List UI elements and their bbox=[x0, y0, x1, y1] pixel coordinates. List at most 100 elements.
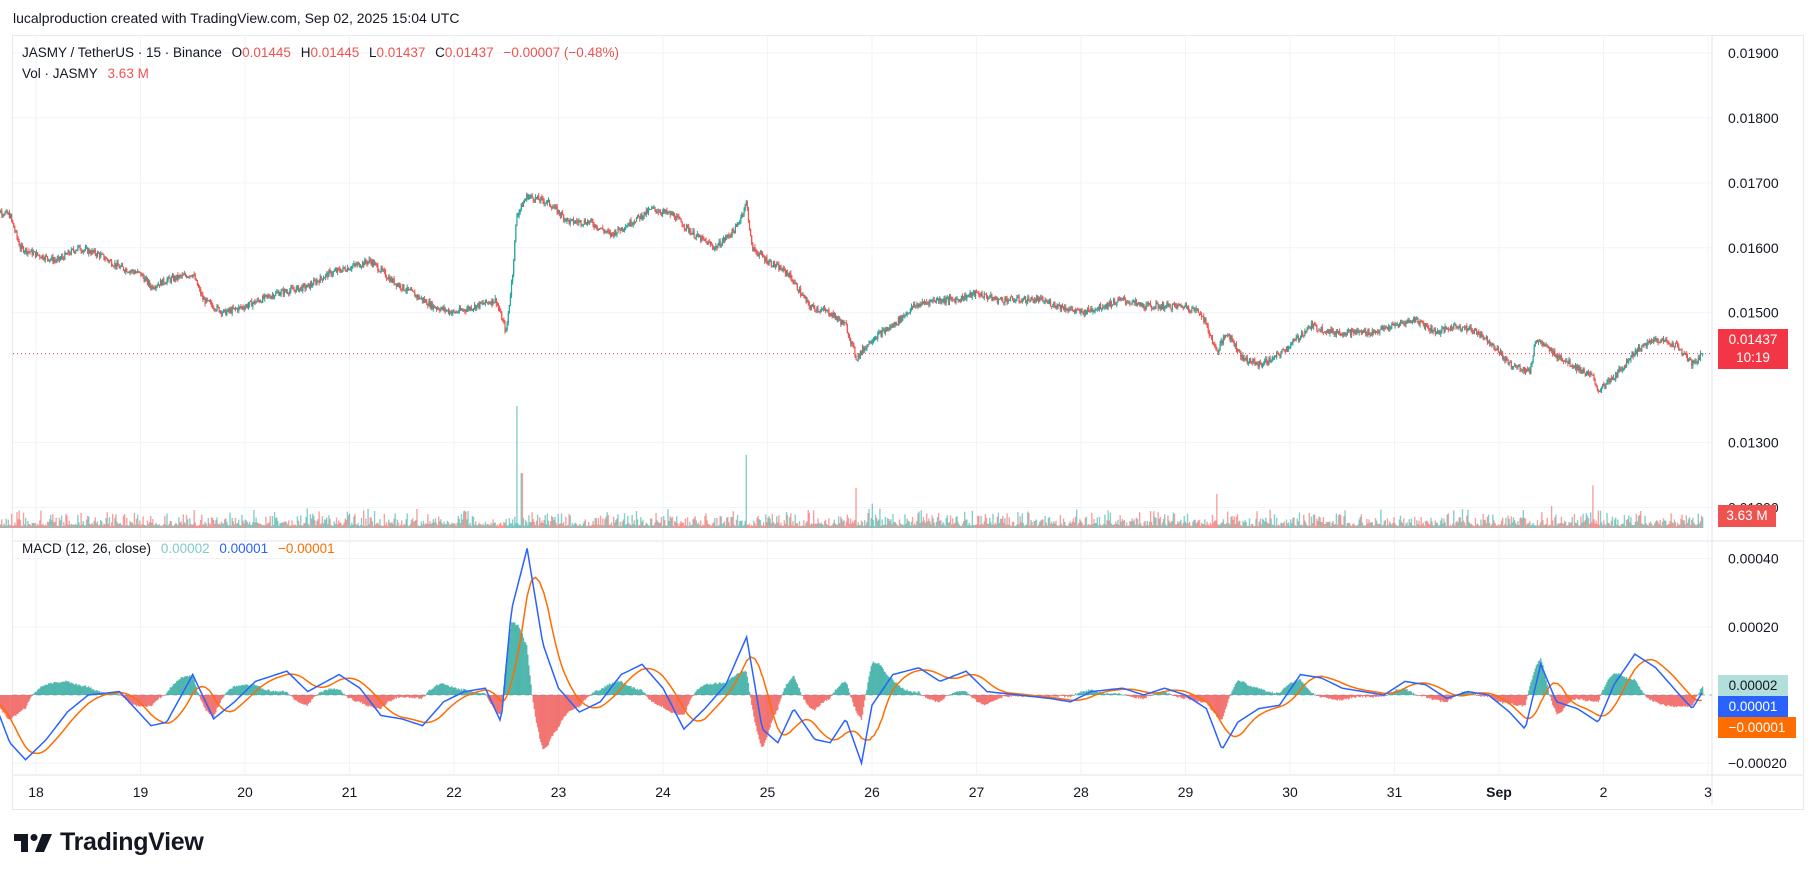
price-candle bbox=[825, 309, 827, 312]
price-candle bbox=[1066, 310, 1068, 312]
price-candle bbox=[295, 287, 297, 293]
volume-bar bbox=[244, 519, 246, 528]
volume-bar bbox=[1669, 521, 1671, 528]
price-candle bbox=[267, 295, 269, 297]
volume-bar bbox=[213, 520, 215, 528]
price-candle bbox=[1215, 344, 1217, 348]
price-candle bbox=[1393, 324, 1395, 326]
volume-bar bbox=[288, 520, 290, 528]
price-candle bbox=[78, 245, 80, 247]
volume-bar bbox=[1420, 517, 1422, 528]
volume-bar bbox=[1308, 513, 1310, 528]
volume-bar bbox=[276, 517, 278, 528]
volume-bar bbox=[1465, 525, 1467, 528]
price-candle bbox=[1615, 372, 1617, 380]
volume-bar bbox=[97, 525, 100, 528]
price-candle bbox=[1537, 340, 1540, 343]
price-candle bbox=[692, 230, 694, 234]
volume-bar bbox=[920, 510, 922, 528]
volume-bar bbox=[1469, 523, 1471, 528]
price-candle bbox=[389, 277, 391, 282]
volume-bar bbox=[1636, 521, 1639, 528]
volume-bar bbox=[1172, 512, 1175, 528]
price-candle bbox=[843, 322, 845, 325]
macd-histogram-bar bbox=[198, 695, 201, 697]
price-candle bbox=[1515, 364, 1517, 367]
volume-bar bbox=[717, 525, 719, 528]
price-candle bbox=[852, 341, 854, 345]
price-candle bbox=[82, 250, 84, 253]
volume-bar bbox=[1436, 522, 1439, 528]
volume-bar bbox=[1656, 520, 1658, 528]
volume-bar bbox=[777, 522, 779, 528]
price-candle bbox=[332, 271, 334, 275]
price-candle bbox=[280, 290, 282, 295]
price-candle bbox=[407, 286, 409, 290]
volume-bar bbox=[7, 519, 10, 528]
price-candle bbox=[1004, 298, 1006, 303]
volume-bar bbox=[1575, 523, 1578, 528]
price-candle bbox=[1403, 322, 1405, 324]
volume-bar bbox=[1458, 517, 1460, 528]
volume-bar bbox=[900, 524, 903, 528]
volume-bar bbox=[747, 525, 750, 528]
price-candle bbox=[576, 220, 578, 222]
volume-bar bbox=[952, 518, 954, 528]
volume-bar bbox=[1538, 524, 1541, 528]
volume-bar bbox=[1603, 520, 1605, 528]
volume-bar bbox=[1229, 524, 1231, 528]
price-candle bbox=[752, 243, 754, 251]
price-candle bbox=[813, 304, 815, 307]
price-candle bbox=[130, 271, 132, 273]
price-candle bbox=[563, 215, 565, 221]
price-candle bbox=[296, 285, 299, 288]
price-candle bbox=[944, 298, 946, 303]
price-candle bbox=[146, 278, 149, 285]
volume-bar bbox=[1645, 523, 1647, 528]
price-candle bbox=[330, 271, 332, 276]
volume-bar bbox=[889, 521, 891, 528]
volume-bar bbox=[839, 523, 841, 528]
price-candle bbox=[764, 257, 766, 262]
price-candle bbox=[907, 312, 909, 314]
volume-bar bbox=[1195, 523, 1197, 528]
volume-bar bbox=[331, 525, 333, 528]
macd-histogram-bar bbox=[145, 695, 148, 707]
volume-bar bbox=[233, 524, 236, 528]
volume-bar bbox=[872, 520, 875, 528]
price-candle bbox=[364, 259, 366, 266]
price-candle bbox=[650, 209, 652, 211]
price-candle bbox=[1608, 379, 1610, 382]
price-candle bbox=[18, 241, 20, 246]
price-candle bbox=[463, 309, 465, 311]
volume-bar bbox=[80, 512, 82, 528]
volume-bar bbox=[735, 519, 738, 528]
price-candle bbox=[698, 236, 701, 238]
price-candle bbox=[481, 302, 483, 304]
volume-bar bbox=[1412, 525, 1415, 528]
volume-bar bbox=[1027, 511, 1029, 528]
price-candle bbox=[1429, 328, 1431, 331]
price-candle bbox=[1063, 308, 1065, 310]
price-candle bbox=[285, 291, 288, 293]
volume-bar bbox=[733, 524, 736, 528]
volume-bar bbox=[825, 524, 828, 528]
price-candle bbox=[441, 307, 443, 309]
price-candle bbox=[1287, 347, 1290, 350]
volume-bar bbox=[593, 525, 595, 528]
volume-bar bbox=[1194, 519, 1196, 528]
volume-bar bbox=[1474, 517, 1477, 528]
price-candle bbox=[362, 262, 364, 267]
volume-bar bbox=[1557, 523, 1559, 528]
price-candle bbox=[127, 272, 129, 274]
volume-bar bbox=[1561, 523, 1564, 528]
price-candle bbox=[493, 301, 495, 304]
volume-bar bbox=[326, 517, 328, 528]
volume-bar bbox=[1431, 521, 1433, 528]
volume-bar bbox=[1463, 522, 1466, 528]
price-candle bbox=[1581, 372, 1583, 374]
volume-bar bbox=[517, 523, 519, 528]
price-candle bbox=[63, 257, 65, 260]
volume-bar bbox=[1472, 525, 1475, 528]
